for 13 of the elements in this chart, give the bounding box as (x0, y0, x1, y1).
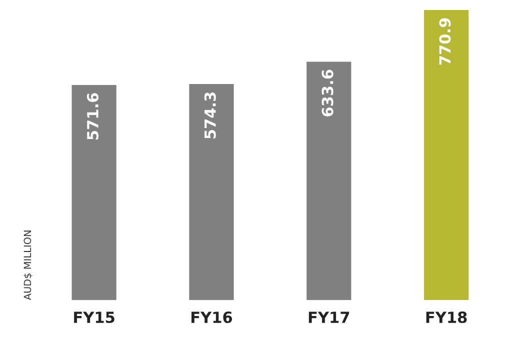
y-axis-title: AUD$ MILLION (24, 230, 32, 300)
x-tick-label: FY17 (308, 312, 350, 323)
x-tick-label: FY16 (191, 312, 232, 324)
data-label: 574.3 (204, 92, 216, 138)
bar (189, 84, 234, 300)
bar (72, 85, 116, 300)
data-label: 633.6 (322, 70, 334, 116)
x-tick-label: FY18 (426, 312, 467, 324)
bar (306, 62, 352, 300)
bar (424, 10, 469, 300)
data-label: 770.9 (439, 18, 451, 65)
x-tick-label: FY15 (74, 312, 114, 324)
data-label: 571.6 (86, 93, 98, 140)
